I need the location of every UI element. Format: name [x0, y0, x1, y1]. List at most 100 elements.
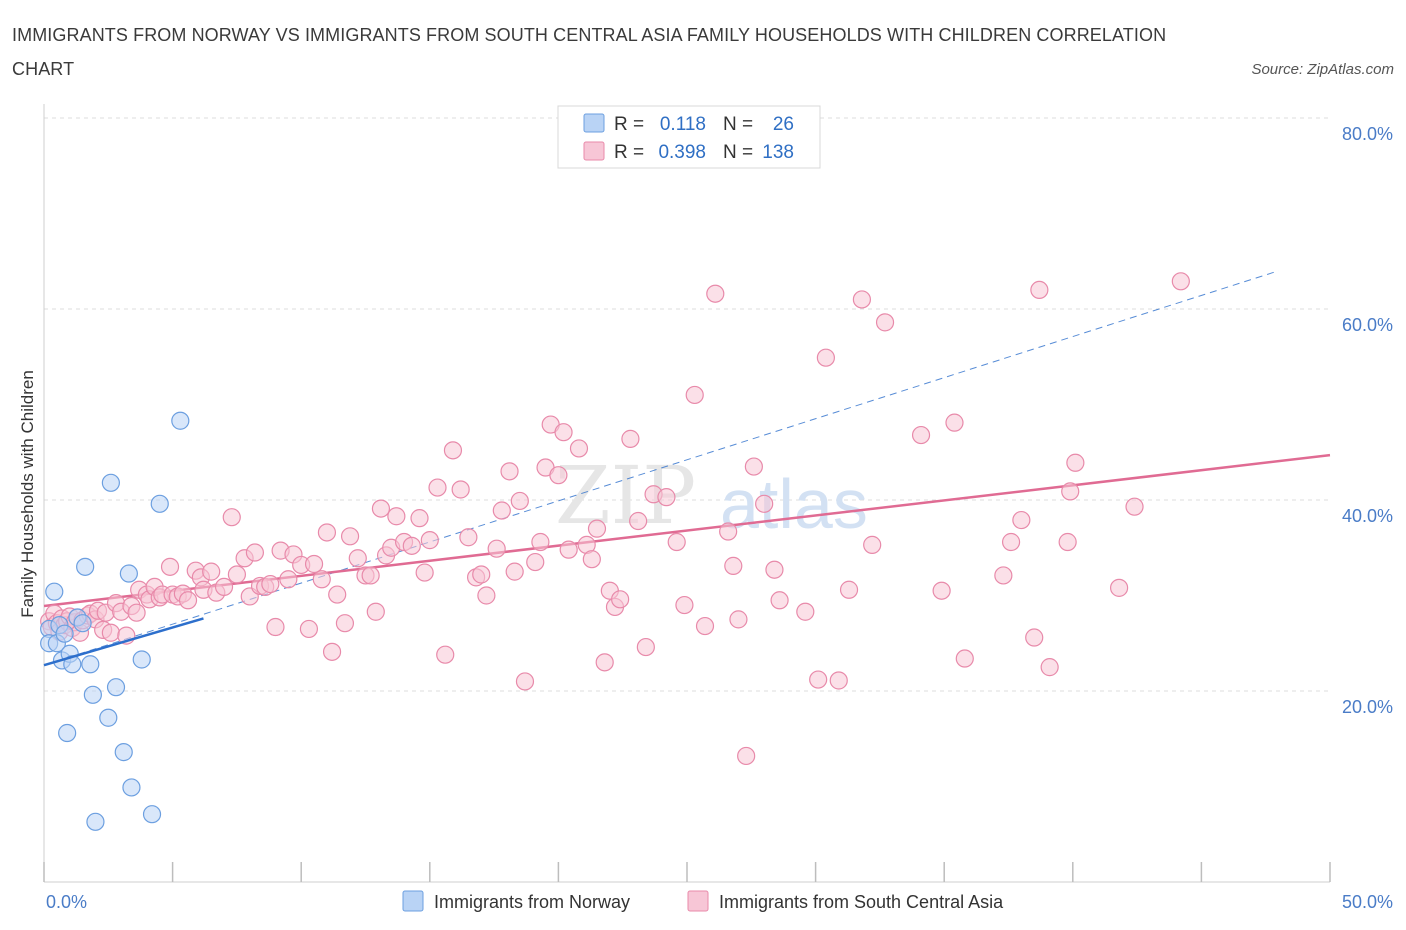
- data-point-south-central-asia: [328, 585, 347, 604]
- legend-swatch-south-central-asia: [583, 141, 605, 161]
- data-point-south-central-asia: [1012, 510, 1031, 530]
- data-point-south-central-asia: [322, 642, 342, 661]
- data-point-south-central-asia: [695, 616, 715, 636]
- data-point-south-central-asia: [755, 494, 774, 513]
- data-point-south-central-asia: [227, 565, 246, 584]
- y-axis-label: Family Households with Children: [18, 370, 37, 618]
- data-point-south-central-asia: [361, 566, 380, 585]
- data-point-south-central-asia: [724, 556, 743, 575]
- data-point-south-central-asia: [487, 539, 506, 558]
- data-point-south-central-asia: [621, 429, 640, 448]
- data-point-norway: [45, 582, 64, 601]
- data-point-south-central-asia: [582, 550, 601, 569]
- data-point-norway: [99, 708, 118, 727]
- legend-n-label-2: N =: [723, 142, 753, 163]
- data-point-south-central-asia: [852, 290, 871, 309]
- bottom-legend-swatch-south-central-asia: [687, 890, 709, 912]
- data-point-south-central-asia: [451, 480, 470, 499]
- data-point-south-central-asia: [500, 462, 519, 481]
- bottom-legend-label-norway: Immigrants from Norway: [434, 892, 630, 912]
- y-tick-label: 80.0%: [1342, 124, 1393, 144]
- data-point-south-central-asia: [531, 532, 550, 552]
- y-tick-label: 20.0%: [1342, 697, 1393, 717]
- data-point-south-central-asia: [744, 457, 763, 476]
- legend-r-value-1: 0.118: [660, 114, 706, 135]
- data-point-norway: [171, 411, 190, 430]
- y-tick-label: 60.0%: [1342, 315, 1393, 335]
- data-point-south-central-asia: [737, 746, 756, 766]
- data-point-south-central-asia: [366, 602, 385, 621]
- data-point-south-central-asia: [1061, 482, 1080, 501]
- series-south-central-asia: [40, 272, 1190, 766]
- legend-r-label-2: R =: [614, 142, 644, 163]
- data-point-norway: [81, 655, 100, 674]
- data-point-south-central-asia: [796, 602, 815, 621]
- data-point-south-central-asia: [101, 623, 120, 642]
- data-point-south-central-asia: [428, 478, 447, 497]
- data-point-south-central-asia: [348, 549, 367, 568]
- data-point-south-central-asia: [809, 670, 828, 689]
- data-point-south-central-asia: [160, 557, 180, 576]
- data-point-south-central-asia: [335, 614, 355, 633]
- data-point-south-central-asia: [595, 653, 614, 672]
- data-point-south-central-asia: [304, 554, 324, 574]
- data-point-south-central-asia: [436, 645, 455, 664]
- data-point-south-central-asia: [178, 591, 198, 610]
- chart-title: IMMIGRANTS FROM NORWAY VS IMMIGRANTS FRO…: [12, 25, 1167, 79]
- data-point-norway: [83, 685, 102, 704]
- data-point-norway: [142, 805, 162, 824]
- data-point-south-central-asia: [611, 590, 630, 609]
- data-point-south-central-asia: [657, 488, 676, 507]
- legend-n-value-2: 138: [762, 142, 794, 163]
- legend-swatch-norway: [583, 113, 605, 133]
- data-point-norway: [106, 678, 126, 697]
- data-point-south-central-asia: [770, 591, 789, 610]
- data-point-south-central-asia: [340, 527, 360, 546]
- legend-n-label-1: N =: [723, 114, 753, 135]
- data-point-south-central-asia: [559, 540, 578, 559]
- data-point-south-central-asia: [1058, 532, 1077, 552]
- data-point-south-central-asia: [839, 580, 859, 599]
- data-point-south-central-asia: [279, 570, 298, 589]
- x-tick-labels: 0.0% 50.0%: [46, 892, 1393, 912]
- data-point-south-central-asia: [214, 577, 234, 597]
- y-tick-label: 40.0%: [1342, 506, 1393, 526]
- data-point-south-central-asia: [266, 617, 285, 637]
- bottom-legend-swatch-norway: [402, 890, 424, 912]
- data-point-south-central-asia: [569, 439, 589, 458]
- legend: R = 0.118 N = 26 R = 0.398 N = 138: [557, 105, 821, 169]
- data-point-south-central-asia: [911, 425, 931, 445]
- data-point-norway: [122, 778, 141, 797]
- data-point-south-central-asia: [510, 491, 529, 511]
- data-point-south-central-asia: [719, 522, 738, 541]
- data-point-south-central-asia: [994, 566, 1013, 585]
- data-point-norway: [101, 473, 120, 492]
- data-point-south-central-asia: [729, 610, 748, 629]
- data-point-south-central-asia: [492, 501, 511, 520]
- data-point-south-central-asia: [127, 603, 146, 622]
- y-tick-labels: 20.0% 40.0% 60.0% 80.0%: [1342, 124, 1393, 717]
- data-point-south-central-asia: [629, 511, 648, 531]
- series-norway: [40, 411, 190, 831]
- data-point-norway: [86, 812, 105, 831]
- data-point-south-central-asia: [1109, 578, 1129, 597]
- axes: [43, 104, 1331, 883]
- data-point-norway: [58, 723, 77, 743]
- data-point-south-central-asia: [222, 508, 241, 527]
- data-point-south-central-asia: [415, 563, 434, 582]
- data-point-south-central-asia: [261, 574, 280, 594]
- data-point-south-central-asia: [816, 348, 835, 367]
- bottom-legend: Immigrants from Norway Immigrants from S…: [402, 890, 1004, 912]
- data-point-south-central-asia: [459, 528, 478, 547]
- data-point-south-central-asia: [1025, 628, 1044, 647]
- data-point-south-central-asia: [371, 499, 391, 518]
- data-point-norway: [76, 557, 95, 576]
- data-point-south-central-asia: [932, 581, 951, 600]
- data-point-norway: [73, 614, 92, 633]
- data-point-south-central-asia: [410, 509, 429, 528]
- data-point-south-central-asia: [317, 523, 337, 542]
- data-point-south-central-asia: [1001, 532, 1021, 552]
- data-point-norway: [150, 494, 169, 513]
- legend-n-value-1: 26: [773, 114, 794, 135]
